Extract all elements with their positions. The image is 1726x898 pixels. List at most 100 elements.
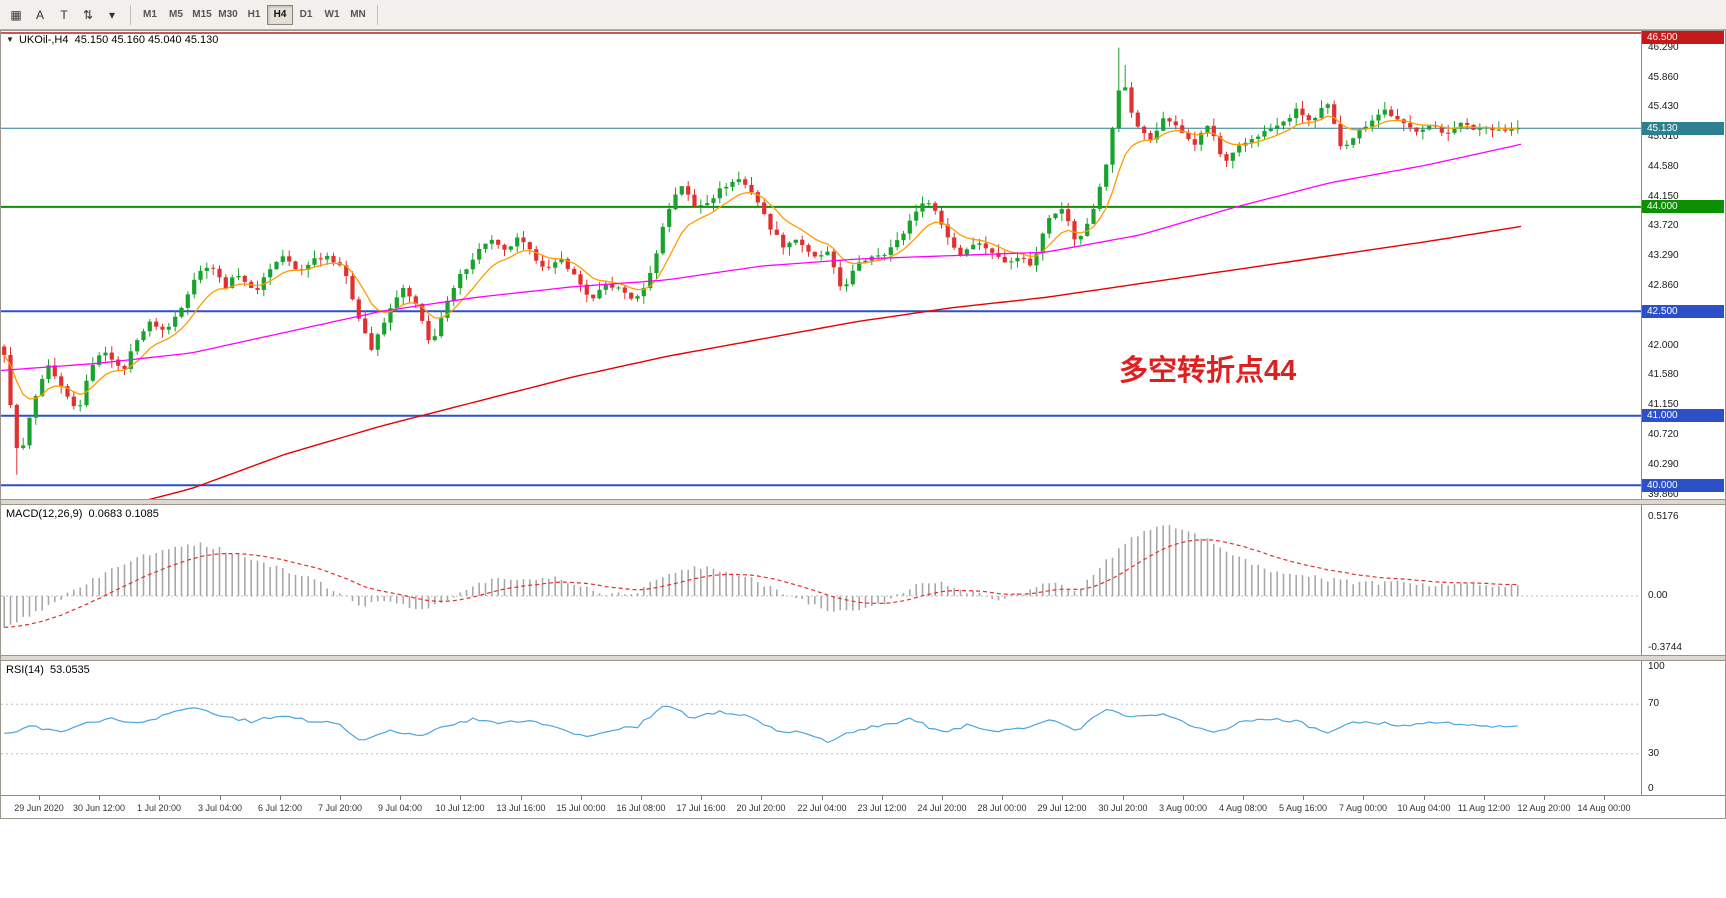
macd-pane[interactable]: 0.5176 0.00 -0.3744 MACD(12,26,9) 0.0683 0…	[1, 505, 1725, 655]
time-tick-mark	[1002, 796, 1003, 800]
time-tick-mark	[220, 796, 221, 800]
time-tick-label: 10 Jul 12:00	[435, 803, 485, 813]
chart-title: ▼ UKOil-,H4 45.150 45.160 45.040 45.130	[6, 34, 218, 46]
time-tick-mark	[340, 796, 341, 800]
macd-tick-label: 0.00	[1648, 590, 1668, 601]
indicators-dropdown-icon[interactable]: ▾	[108, 7, 116, 22]
time-tick-label: 7 Jul 20:00	[317, 803, 363, 813]
time-tick-mark	[822, 796, 823, 800]
rsi-tick-label: 30	[1648, 748, 1660, 759]
time-tick-label: 9 Jul 04:00	[377, 803, 423, 813]
pane-separator[interactable]	[1, 499, 1725, 505]
price-level-badge: 42.500	[1642, 305, 1724, 318]
ohlc-values-label: 45.150 45.160 45.040 45.130	[74, 34, 219, 46]
time-tick-label: 11 Aug 12:00	[1457, 803, 1511, 813]
price-tick-label: 43.290	[1648, 250, 1679, 261]
price-level-badge: 44.000	[1642, 200, 1724, 213]
timeframe-button-h1[interactable]: H1	[247, 9, 261, 21]
time-tick-mark	[1303, 796, 1304, 800]
symbol-timeframe-label: UKOil-,H4	[18, 34, 69, 46]
time-tick-label: 16 Jul 08:00	[616, 803, 666, 813]
macd-tick-label: -0.3744	[1648, 642, 1682, 653]
charts-grid-icon[interactable]: ▦	[10, 7, 22, 22]
cursor-tool-icon[interactable]: A	[35, 7, 44, 22]
time-tick-mark	[39, 796, 40, 800]
rsi-pane[interactable]: 100 70 30 0 RSI(14) 53.0535	[1, 661, 1725, 795]
macd-chart-canvas[interactable]	[1, 505, 1641, 655]
time-tick-mark	[521, 796, 522, 800]
price-tick-label: 39.860	[1648, 489, 1679, 499]
macd-indicator-name: MACD(12,26,9)	[6, 508, 83, 520]
indicators-icon[interactable]: ⇅	[82, 7, 94, 22]
time-tick-mark	[581, 796, 582, 800]
timeframe-button-mn[interactable]: MN	[350, 9, 366, 21]
timeframe-button-m1[interactable]: M1	[143, 9, 157, 21]
time-tick-label: 4 Aug 08:00	[1218, 803, 1268, 813]
price-tick-label: 45.010	[1648, 131, 1679, 142]
rsi-label: RSI(14) 53.0535	[6, 664, 90, 676]
price-tick-label: 42.000	[1648, 340, 1679, 351]
time-tick-label: 23 Jul 12:00	[857, 803, 907, 813]
toolbar: ▦ A T ⇅ ▾ M1 M5 M15 M30 H1 H4 D1 W1 MN	[0, 0, 1726, 30]
time-tick-label: 17 Jul 16:00	[676, 803, 726, 813]
timeframe-button-m15[interactable]: M15	[192, 9, 212, 21]
time-tick-mark	[400, 796, 401, 800]
time-tick-mark	[159, 796, 160, 800]
price-chart-canvas[interactable]	[1, 31, 1641, 499]
time-tick-label: 3 Jul 04:00	[197, 803, 243, 813]
time-tick-mark	[1183, 796, 1184, 800]
time-tick-label: 1 Jul 20:00	[136, 803, 182, 813]
time-tick-label: 15 Jul 00:00	[556, 803, 606, 813]
price-tick-label: 46.290	[1648, 42, 1679, 53]
price-tick-label: 45.430	[1648, 101, 1679, 112]
price-tick-label: 40.720	[1648, 429, 1679, 440]
price-tick-label: 44.580	[1648, 161, 1679, 172]
price-level-badge: 40.000	[1642, 479, 1724, 492]
time-tick-mark	[99, 796, 100, 800]
time-tick-mark	[1363, 796, 1364, 800]
toolbar-separator	[377, 4, 378, 25]
time-tick-label: 29 Jun 2020	[14, 803, 64, 813]
time-tick-mark	[460, 796, 461, 800]
time-tick-mark	[701, 796, 702, 800]
timeframe-button-m5[interactable]: M5	[169, 9, 183, 21]
annotation-text: 多空转折点44	[1119, 355, 1297, 387]
pane-separator[interactable]	[1, 655, 1725, 661]
macd-tick-label: 0.5176	[1648, 511, 1679, 522]
time-tick-label: 6 Jul 12:00	[257, 803, 303, 813]
macd-axis[interactable]: 0.5176 0.00 -0.3744	[1641, 505, 1725, 655]
time-tick-label: 12 Aug 20:00	[1517, 803, 1571, 813]
rsi-indicator-value: 53.0535	[50, 664, 90, 676]
timeframe-button-h4[interactable]: H4	[267, 4, 293, 25]
time-tick-mark	[641, 796, 642, 800]
collapse-triangle-icon[interactable]: ▼	[6, 35, 14, 44]
price-level-badge: 46.500	[1642, 31, 1724, 44]
time-tick-mark	[942, 796, 943, 800]
rsi-tick-label: 0	[1648, 783, 1654, 794]
price-level-badge: 41.000	[1642, 409, 1724, 422]
time-tick-label: 30 Jun 12:00	[72, 803, 126, 813]
time-tick-mark	[1484, 796, 1485, 800]
chart-window: 46.290 45.860 45.430 45.010 44.580 44.150 43.7…	[0, 30, 1726, 819]
time-tick-mark	[1062, 796, 1063, 800]
time-tick-mark	[280, 796, 281, 800]
time-tick-label: 20 Jul 20:00	[736, 803, 786, 813]
time-tick-mark	[761, 796, 762, 800]
rsi-axis[interactable]: 100 70 30 0	[1641, 661, 1725, 795]
rsi-tick-label: 70	[1648, 698, 1660, 709]
text-tool-icon[interactable]: T	[60, 7, 68, 22]
time-tick-mark	[1424, 796, 1425, 800]
timeframe-button-m30[interactable]: M30	[218, 9, 238, 21]
price-pane[interactable]: 46.290 45.860 45.430 45.010 44.580 44.150 43.7…	[1, 31, 1725, 499]
macd-label: MACD(12,26,9) 0.0683 0.1085	[6, 508, 159, 520]
timeframe-button-w1[interactable]: W1	[324, 9, 340, 21]
time-axis[interactable]: 29 Jun 2020 30 Jun 12:00 1 Jul 20:00 3 Jul …	[1, 795, 1725, 818]
price-tick-label: 42.860	[1648, 280, 1679, 291]
time-tick-mark	[1604, 796, 1605, 800]
price-tick-label: 43.720	[1648, 220, 1679, 231]
time-tick-label: 22 Jul 04:00	[797, 803, 847, 813]
price-tick-label: 44.150	[1648, 191, 1679, 202]
price-axis[interactable]: 46.290 45.860 45.430 45.010 44.580 44.150 43.7…	[1641, 31, 1725, 499]
rsi-chart-canvas[interactable]	[1, 661, 1641, 795]
timeframe-button-d1[interactable]: D1	[299, 9, 313, 21]
